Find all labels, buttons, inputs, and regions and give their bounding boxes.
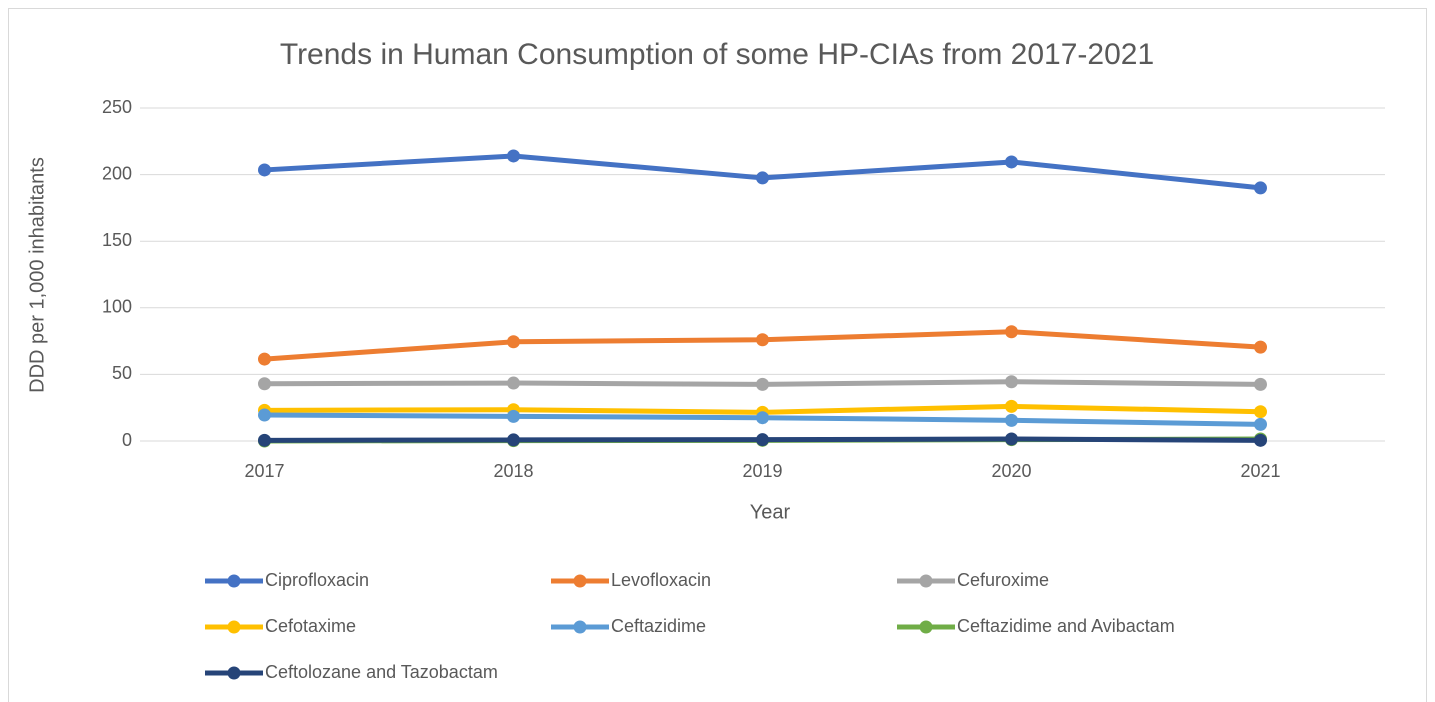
- point: [258, 163, 271, 177]
- legend-label: Ceftolozane and Tazobactam: [265, 662, 498, 682]
- point: [507, 376, 520, 390]
- legend-marker: [919, 620, 933, 634]
- point: [1254, 433, 1267, 447]
- point: [756, 333, 769, 347]
- legend-marker: [573, 620, 587, 634]
- point: [1254, 405, 1267, 419]
- legend-marker: [573, 574, 587, 588]
- x-tick-label: 2019: [742, 461, 782, 481]
- legend-label: Levofloxacin: [611, 570, 711, 590]
- y-tick-label: 50: [112, 363, 132, 383]
- point: [1005, 399, 1018, 413]
- legend-label: Cefuroxime: [957, 570, 1049, 590]
- x-tick-label: 2020: [991, 461, 1031, 481]
- legend-label: Ceftazidime: [611, 616, 706, 636]
- y-axis-label: DDD per 1,000 inhabitants: [26, 157, 48, 393]
- y-tick-label: 0: [122, 430, 132, 450]
- legend-marker: [227, 620, 241, 634]
- legend-marker: [227, 666, 241, 680]
- point: [1005, 432, 1018, 446]
- point: [1254, 340, 1267, 354]
- point: [1005, 325, 1018, 339]
- point: [507, 335, 520, 349]
- y-tick-label: 100: [102, 297, 132, 317]
- x-tick-label: 2018: [493, 461, 533, 481]
- point: [1254, 417, 1267, 431]
- point: [1254, 377, 1267, 391]
- legend-marker: [919, 574, 933, 588]
- point: [507, 409, 520, 423]
- point: [258, 352, 271, 366]
- chart-border: [8, 8, 1427, 702]
- point: [1005, 155, 1018, 169]
- point: [756, 433, 769, 447]
- point: [1005, 375, 1018, 389]
- point: [258, 408, 271, 422]
- point: [756, 171, 769, 185]
- y-tick-label: 150: [102, 230, 132, 250]
- point: [756, 377, 769, 391]
- x-tick-label: 2021: [1240, 461, 1280, 481]
- legend-label: Ciprofloxacin: [265, 570, 369, 590]
- x-axis-label: Year: [750, 501, 791, 523]
- point: [756, 411, 769, 425]
- legend-label: Cefotaxime: [265, 616, 356, 636]
- point: [258, 433, 271, 447]
- legend-marker: [227, 574, 241, 588]
- point: [507, 433, 520, 447]
- point: [1005, 413, 1018, 427]
- y-tick-label: 200: [102, 163, 132, 183]
- x-tick-label: 2017: [244, 461, 284, 481]
- y-tick-label: 250: [102, 97, 132, 117]
- legend-label: Ceftazidime and Avibactam: [957, 616, 1175, 636]
- chart-title: Trends in Human Consumption of some HP-C…: [280, 38, 1154, 71]
- point: [258, 377, 271, 391]
- point: [1254, 181, 1267, 195]
- point: [507, 149, 520, 163]
